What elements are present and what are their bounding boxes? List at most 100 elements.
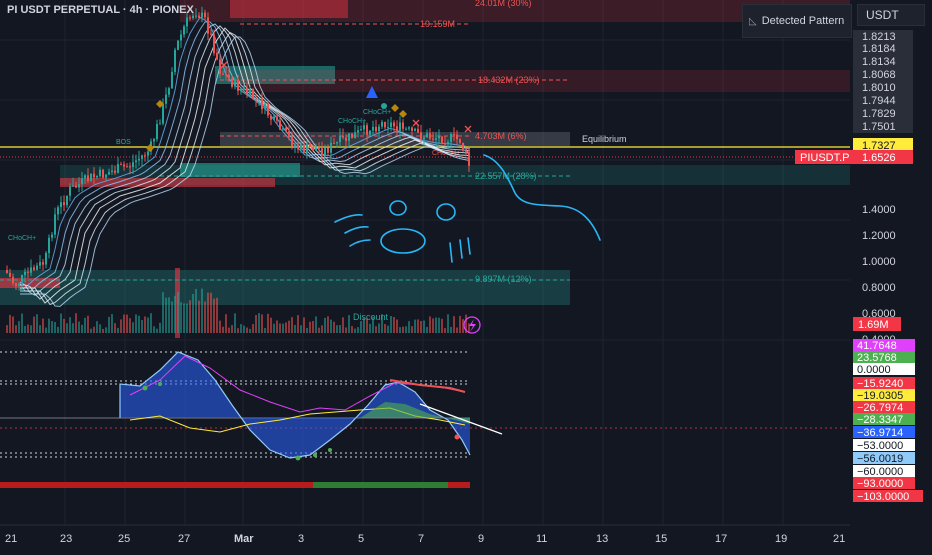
- symbol-label-bg: [795, 150, 853, 164]
- candle-body: [177, 40, 179, 50]
- candle-body: [15, 283, 17, 286]
- candle-body: [126, 166, 128, 168]
- volume-bar: [465, 314, 467, 333]
- candle-body: [186, 17, 188, 27]
- candle-body: [264, 103, 266, 110]
- volume-bar: [453, 316, 455, 333]
- volume-bar: [450, 326, 452, 333]
- candle-body: [468, 152, 470, 166]
- price-tick-bg: [853, 68, 913, 81]
- candle-body: [192, 15, 194, 18]
- alert-ring-icon[interactable]: [463, 316, 481, 334]
- candle-body: [357, 130, 359, 133]
- volume-bar: [186, 303, 188, 333]
- price-tick-label: 1.0000: [862, 256, 896, 268]
- candle-body: [141, 155, 143, 159]
- price-tick-label: 1.4000: [862, 204, 896, 216]
- candle-body: [249, 89, 251, 94]
- volume-bar: [189, 300, 191, 333]
- volume-bar: [243, 325, 245, 333]
- volume-bar: [357, 327, 359, 333]
- candle-body: [75, 185, 77, 188]
- candle-body: [216, 53, 218, 60]
- price-tick-label: 1.2000: [862, 230, 896, 242]
- trend-strip-bear-end: [448, 482, 470, 488]
- volume-bar: [381, 314, 383, 333]
- candle-body: [411, 127, 413, 131]
- volume-bar: [327, 316, 329, 333]
- candle-body: [354, 132, 356, 139]
- volume-bar: [144, 316, 146, 333]
- candle-body: [384, 121, 386, 128]
- candle-body: [132, 162, 134, 167]
- candle-body: [378, 126, 380, 132]
- time-tick-label: 21: [833, 533, 845, 545]
- candle-body: [450, 134, 452, 142]
- cross-icon: [220, 61, 472, 133]
- volume-bar: [264, 328, 266, 333]
- price-axis[interactable]: 1.82131.81841.81341.80681.80101.79441.78…: [853, 30, 913, 346]
- volume-bar: [423, 320, 425, 333]
- candle-body: [303, 145, 305, 153]
- candle-body: [198, 15, 200, 18]
- volume-bar: [90, 328, 92, 333]
- volume-bar: [291, 317, 293, 333]
- time-tick-label: 19: [775, 533, 787, 545]
- candle-body: [237, 79, 239, 91]
- osc-tick-bg: [853, 477, 915, 489]
- volume-bar: [360, 321, 362, 333]
- zones: [0, 0, 850, 338]
- volume-bar: [159, 322, 161, 333]
- equilibrium-price-marker: [853, 138, 913, 152]
- candle-body: [147, 151, 149, 156]
- choch-label-2: CHoCH+: [338, 118, 366, 125]
- candle-body: [195, 15, 197, 17]
- candle-body: [159, 123, 161, 125]
- candle-body: [393, 122, 395, 127]
- price-tick-bg: [853, 107, 913, 120]
- candle-body: [120, 164, 122, 166]
- volume-bar: [195, 288, 197, 333]
- candle-body: [345, 137, 347, 141]
- candle-body: [456, 134, 458, 140]
- currency-button[interactable]: USDT: [857, 4, 925, 26]
- equilibrium-label: Equilibrium: [582, 134, 627, 144]
- volume-value: 1.69M: [858, 319, 889, 331]
- candle-body: [99, 169, 101, 176]
- detected-pattern-button[interactable]: ◺ Detected Pattern: [742, 4, 852, 38]
- diamond-icons: [146, 100, 407, 152]
- candle-body: [324, 147, 326, 156]
- time-tick-label: 5: [358, 533, 364, 545]
- volume-bar: [120, 319, 122, 333]
- price-tick-label: 1.7944: [862, 95, 896, 107]
- volume-bar: [15, 325, 17, 333]
- volume-bar: [237, 328, 239, 333]
- volume-bar: [294, 324, 296, 333]
- candle-body: [282, 127, 284, 130]
- volume-bar: [267, 313, 269, 333]
- candle-body: [279, 120, 281, 130]
- projection-path: [483, 154, 601, 241]
- currency-label: USDT: [866, 8, 899, 22]
- price-tick-label: 1.8213: [862, 31, 896, 43]
- osc-tick-bg: [853, 426, 915, 438]
- candle-body: [9, 272, 11, 277]
- lightning-icon: [469, 319, 476, 332]
- volume-bar: [438, 317, 440, 333]
- volume-bar: [99, 324, 101, 333]
- candle-body: [369, 130, 371, 135]
- candle-body: [54, 214, 56, 235]
- volume-bar: [63, 318, 65, 333]
- candle-body: [360, 129, 362, 131]
- candle-body: [423, 137, 425, 140]
- candle-body: [333, 142, 335, 144]
- candle-body: [117, 164, 119, 173]
- volume-bars: [6, 288, 470, 333]
- volume-bar: [39, 325, 41, 333]
- volume-bar: [102, 329, 104, 333]
- candle-body: [381, 121, 383, 127]
